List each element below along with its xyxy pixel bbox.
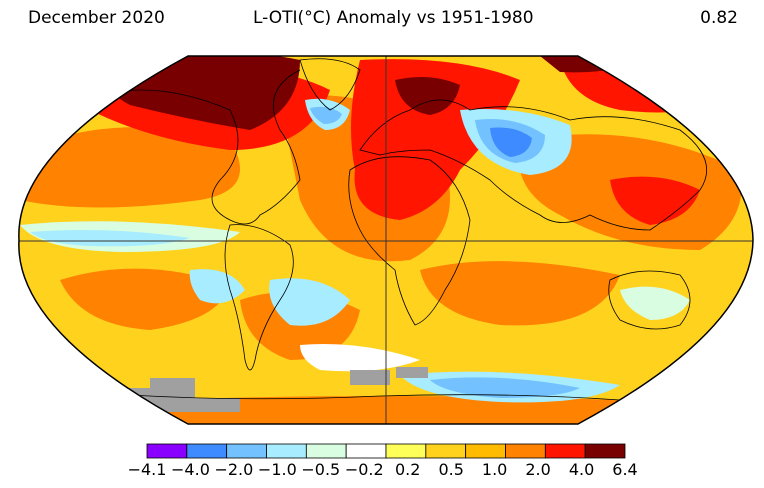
- map-outline: [18, 55, 754, 425]
- legend-swatch: [305, 443, 347, 459]
- australia-cool: [620, 286, 690, 320]
- legend-tick-label: 0.5: [438, 460, 463, 479]
- antarctic-edge-warm: [150, 396, 620, 424]
- legend-swatch: [544, 443, 586, 459]
- legend-tick-label: 4.0: [569, 460, 594, 479]
- legend-swatch: [266, 443, 307, 459]
- legend-swatch: [465, 443, 506, 459]
- southern-ocean-neutral: [300, 344, 420, 372]
- greenland-coast: [299, 58, 361, 111]
- la-nina-tongue: [30, 230, 190, 247]
- legend-swatch: [505, 443, 546, 459]
- legend-tick-label: 1.0: [482, 460, 507, 479]
- legend-tick-label: −2.0: [214, 460, 253, 479]
- legend-swatches: [146, 443, 626, 459]
- global-mean-anomaly: 0.82: [700, 8, 738, 28]
- legend-tick-label: −4.1: [128, 460, 167, 479]
- legend-swatch: [226, 443, 267, 459]
- south-pacific-warm: [60, 268, 230, 330]
- south-america-coast: [224, 224, 294, 371]
- south-atlantic-cool: [269, 278, 350, 326]
- legend-tick-label: −4.0: [171, 460, 210, 479]
- legend-swatch: [186, 443, 228, 459]
- legend-tick-label: 2.0: [525, 460, 550, 479]
- legend-swatch: [345, 443, 387, 459]
- map-date: December 2020: [28, 8, 165, 28]
- missing-data-east: [396, 367, 428, 378]
- missing-data-weddell: [350, 370, 390, 385]
- europe-africa-red: [351, 59, 520, 220]
- legend-tick-label: −0.5: [301, 460, 340, 479]
- legend-swatch: [584, 443, 626, 459]
- north-america-coast: [99, 69, 301, 225]
- legend-tick-label: 6.4: [612, 460, 637, 479]
- na-pacific-warm: [20, 127, 240, 208]
- coastlines: [99, 58, 708, 401]
- southern-ocean-cooler: [430, 377, 580, 398]
- australia-coast: [608, 270, 691, 330]
- legend-tick-label: 0.2: [395, 460, 420, 479]
- greenland-cooler: [310, 106, 342, 124]
- central-asia-coldest: [490, 127, 532, 157]
- east-asia-red: [610, 176, 700, 225]
- eurasia-coast: [359, 99, 708, 231]
- legend-tick-label: −0.2: [345, 460, 384, 479]
- legend-swatch: [385, 443, 427, 459]
- legend-swatch: [146, 443, 188, 459]
- scandinavia-darkred: [395, 76, 460, 115]
- antarctica-coast: [129, 394, 621, 401]
- legend-ticks: −4.1 −4.0 −2.0 −1.0 −0.5 −0.2 0.2 0.5 1.0 2.0 4.0 6…: [128, 460, 638, 479]
- indian-ocean-warm: [420, 261, 620, 326]
- legend-tick-label: −1.0: [258, 460, 297, 479]
- map-title: L-OTI(°C) Anomaly vs 1951-1980: [253, 8, 534, 28]
- legend-swatch: [425, 443, 467, 459]
- africa-coast: [348, 156, 471, 326]
